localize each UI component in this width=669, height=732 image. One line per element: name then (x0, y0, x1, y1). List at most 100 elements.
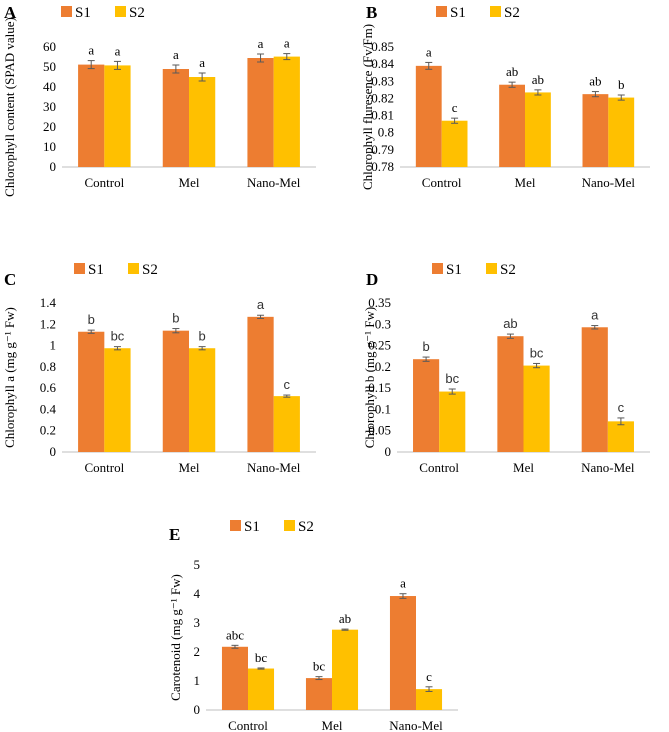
chart-panel-d: D S1 S2 Chlorophyll b (mg g⁻¹ Fw) 0 0.05 0.1 0.… (362, 262, 650, 475)
x-category-label: Control (228, 718, 268, 732)
significance-letter: a (199, 55, 205, 70)
y-tick-label: 0.2 (40, 423, 56, 438)
bar-s1-mel (162, 330, 189, 452)
significance-letter: a (173, 47, 179, 62)
y-tick-label: 20 (43, 119, 56, 134)
y-tick-label: 0.35 (368, 295, 391, 310)
y-tick-label: 0.1 (375, 401, 391, 416)
bar-s2-nano-mel (608, 97, 635, 167)
x-category-label: Control (422, 175, 462, 190)
legend-label-s1: S1 (450, 5, 466, 21)
bar-s2-control (104, 65, 131, 167)
bar-s1-control (415, 65, 442, 167)
significance-letter: a (400, 576, 406, 591)
y-tick-label: 0 (385, 444, 392, 459)
legend-label-s1: S1 (446, 262, 462, 278)
bar-s2-control (441, 120, 468, 167)
y-tick-label: 0.84 (371, 56, 394, 71)
significance-letter: bc (530, 345, 544, 360)
y-tick-label: 0.15 (368, 380, 391, 395)
significance-letter: a (257, 297, 265, 312)
bar-s2-mel (523, 365, 550, 452)
x-category-label: Nano-Mel (581, 460, 635, 475)
y-tick-label: 50 (43, 59, 56, 74)
significance-letter: a (115, 43, 121, 58)
y-tick-label: 0.05 (368, 423, 391, 438)
panel-letter: D (366, 270, 378, 289)
bar-s1-control (78, 64, 105, 167)
bar-s1-nano-mel (581, 327, 608, 452)
x-category-label: Mel (179, 460, 200, 475)
y-tick-label: 0.8 (378, 125, 394, 140)
x-category-label: Nano-Mel (389, 718, 443, 732)
bar-s1-nano-mel (247, 316, 274, 452)
bar-s2-nano-mel (607, 421, 634, 452)
significance-letter: ab (589, 74, 601, 89)
y-tick-label: 4 (194, 586, 201, 601)
bar-s1-mel (305, 678, 332, 710)
y-tick-label: 1 (194, 673, 201, 688)
bar-s1-nano-mel (582, 94, 609, 167)
y-tick-label: 0.85 (371, 39, 394, 54)
x-category-label: Control (84, 460, 124, 475)
legend-label-s2: S2 (129, 5, 145, 21)
panel-letter: C (4, 270, 16, 289)
chart-panel-e: E S1 S2 Carotenoid (mg g⁻¹ Fw) 0 1 2 3 4 5 Control… (168, 519, 458, 732)
significance-letter: ab (339, 611, 351, 626)
y-tick-label: 0.8 (40, 359, 56, 374)
y-tick-label: 10 (43, 139, 56, 154)
bar-s1-nano-mel (247, 58, 274, 167)
y-tick-label: 0.79 (371, 142, 394, 157)
legend-swatch-s1 (61, 6, 72, 17)
significance-letter: a (284, 36, 290, 51)
bar-s1-mel (162, 69, 189, 167)
legend-swatch-s2 (284, 520, 295, 531)
panel-letter: E (169, 525, 180, 544)
significance-letter: bc (111, 329, 125, 344)
bar-s2-nano-mel (273, 396, 300, 452)
y-tick-label: 0.78 (371, 159, 394, 174)
significance-letter: bc (255, 650, 268, 665)
x-category-label: Mel (513, 460, 534, 475)
legend-swatch-s2 (490, 6, 501, 17)
x-category-label: Nano-Mel (247, 460, 301, 475)
significance-letter: bc (445, 371, 459, 386)
y-tick-label: 2 (194, 644, 201, 659)
y-tick-label: 1 (50, 338, 57, 353)
legend-label-s2: S2 (298, 519, 314, 535)
y-tick-label: 60 (43, 39, 56, 54)
bar-s1-mel (499, 84, 525, 167)
legend-swatch-s1 (74, 263, 85, 274)
y-tick-label: 0.81 (371, 108, 394, 123)
significance-letter: a (88, 43, 94, 58)
significance-letter: a (258, 36, 264, 51)
y-axis-label: Chlorophyll b (mg g⁻¹ Fw) (362, 307, 377, 448)
significance-letter: c (426, 669, 432, 684)
significance-letter: ab (532, 72, 544, 87)
significance-letter: ab (506, 64, 518, 79)
legend-label-s1: S1 (244, 519, 260, 535)
panel-letter: B (366, 3, 377, 22)
y-tick-label: 0.82 (371, 90, 394, 105)
y-tick-label: 5 (194, 557, 201, 572)
significance-letter: c (284, 377, 291, 392)
legend-label-s2: S2 (504, 5, 520, 21)
significance-letter: b (618, 77, 625, 92)
significance-letter: b (88, 312, 95, 327)
bar-s2-nano-mel (273, 56, 300, 167)
legend-swatch-s1 (432, 263, 443, 274)
legend-swatch-s2 (115, 6, 126, 17)
legend-label-s1: S1 (88, 262, 104, 278)
significance-letter: ab (503, 316, 517, 331)
legend-swatch-s1 (230, 520, 241, 531)
y-tick-label: 0 (50, 159, 57, 174)
y-tick-label: 0 (50, 444, 57, 459)
bar-s2-mel (332, 629, 359, 710)
bar-s2-control (439, 391, 466, 452)
y-tick-label: 3 (194, 615, 201, 630)
x-category-label: Mel (179, 175, 200, 190)
panel-letter: A (4, 3, 17, 22)
bar-s2-mel (189, 77, 216, 167)
